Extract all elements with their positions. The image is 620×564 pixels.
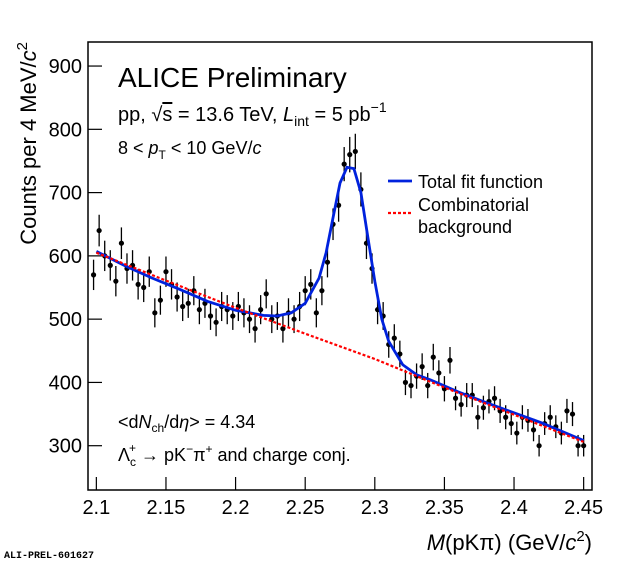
- y-tick-label: 400: [49, 372, 82, 394]
- y-tick-label: 700: [49, 183, 82, 205]
- data-point: [157, 297, 163, 303]
- data-point: [313, 310, 319, 316]
- legend-label: Combinatorial: [418, 195, 529, 215]
- multiplicity-line: <dNch/dη> = 4.34: [118, 412, 255, 435]
- data-point: [575, 443, 581, 449]
- data-point: [341, 161, 347, 167]
- data-point: [196, 307, 202, 313]
- data-point: [185, 300, 191, 306]
- data-point: [180, 303, 186, 310]
- data-point: [452, 395, 459, 401]
- data-point: [280, 326, 286, 332]
- x-tick-label: 2.1: [82, 497, 110, 519]
- data-point: [425, 382, 431, 389]
- data-point: [135, 281, 141, 287]
- data-point: [258, 307, 264, 313]
- data-point: [458, 401, 464, 408]
- data-point: [118, 240, 125, 246]
- x-tick-label: 2.35: [425, 497, 464, 519]
- data-point: [163, 269, 169, 275]
- data-point: [430, 354, 436, 360]
- y-tick-label: 900: [49, 56, 82, 78]
- plot-frame: [87, 41, 593, 491]
- data-point: [564, 408, 570, 414]
- y-tick-label: 800: [49, 119, 82, 141]
- data-point: [308, 281, 314, 287]
- y-axis-label: Counts per 4 MeV/c2: [14, 42, 41, 245]
- data-point: [107, 262, 113, 268]
- data-point: [547, 414, 553, 420]
- data-point: [447, 357, 453, 363]
- chart-title: ALICE Preliminary: [118, 62, 347, 93]
- data-point: [536, 443, 542, 449]
- data-point: [263, 291, 269, 297]
- data-point: [503, 414, 509, 420]
- data-point: [141, 284, 147, 291]
- data-point: [324, 259, 331, 265]
- x-axis-label: M(pKπ) (GeV/c2): [427, 528, 592, 555]
- x-tick-label: 2.15: [146, 497, 185, 519]
- data-point: [174, 294, 180, 300]
- y-tick-label: 300: [49, 436, 82, 458]
- data-point: [475, 414, 481, 420]
- y-tick-label: 600: [49, 246, 82, 268]
- data-point: [90, 272, 97, 278]
- data-point: [252, 326, 258, 332]
- data-point: [246, 316, 253, 322]
- data-point: [319, 288, 325, 294]
- data-point: [480, 405, 487, 411]
- data-point: [581, 443, 587, 449]
- data-point: [302, 288, 308, 294]
- x-tick-label: 2.25: [286, 497, 325, 519]
- data-point: [391, 335, 397, 341]
- data-point: [419, 364, 425, 370]
- x-tick-label: 2.45: [564, 497, 603, 519]
- data-point: [291, 316, 297, 322]
- data-point: [352, 148, 358, 155]
- legend-label: Total fit function: [418, 172, 543, 192]
- data-point: [408, 382, 414, 389]
- data-point: [508, 420, 514, 427]
- data-point: [347, 152, 353, 158]
- data-point: [402, 379, 409, 386]
- fit-curve: [95, 251, 585, 443]
- y-tick-label: 500: [49, 309, 82, 331]
- data-point: [213, 319, 219, 325]
- x-tick-label: 2.2: [222, 497, 250, 519]
- data-point: [530, 427, 537, 433]
- x-tick-label: 2.4: [500, 497, 528, 519]
- data-point: [113, 278, 119, 284]
- footer: ALI-PREL-601627: [4, 551, 94, 562]
- legend-label: background: [418, 217, 512, 237]
- data-point: [96, 227, 102, 234]
- data-point: [436, 370, 442, 376]
- decay-line: Λc+ → pK−π+ and charge conj.: [118, 441, 351, 469]
- data-point: [336, 202, 342, 208]
- data-point: [514, 430, 520, 436]
- data-point: [207, 313, 214, 319]
- fit-curve: [95, 165, 585, 442]
- data-point: [230, 313, 236, 319]
- energy-line: pp, √s = 13.6 TeV, Lint = 5 pb−1: [118, 99, 387, 129]
- data-point: [491, 395, 498, 401]
- data-point: [152, 310, 158, 316]
- x-tick-label: 2.3: [361, 497, 389, 519]
- pt-line: 8 < pT < 10 GeV/c: [118, 138, 261, 162]
- data-point: [569, 411, 576, 417]
